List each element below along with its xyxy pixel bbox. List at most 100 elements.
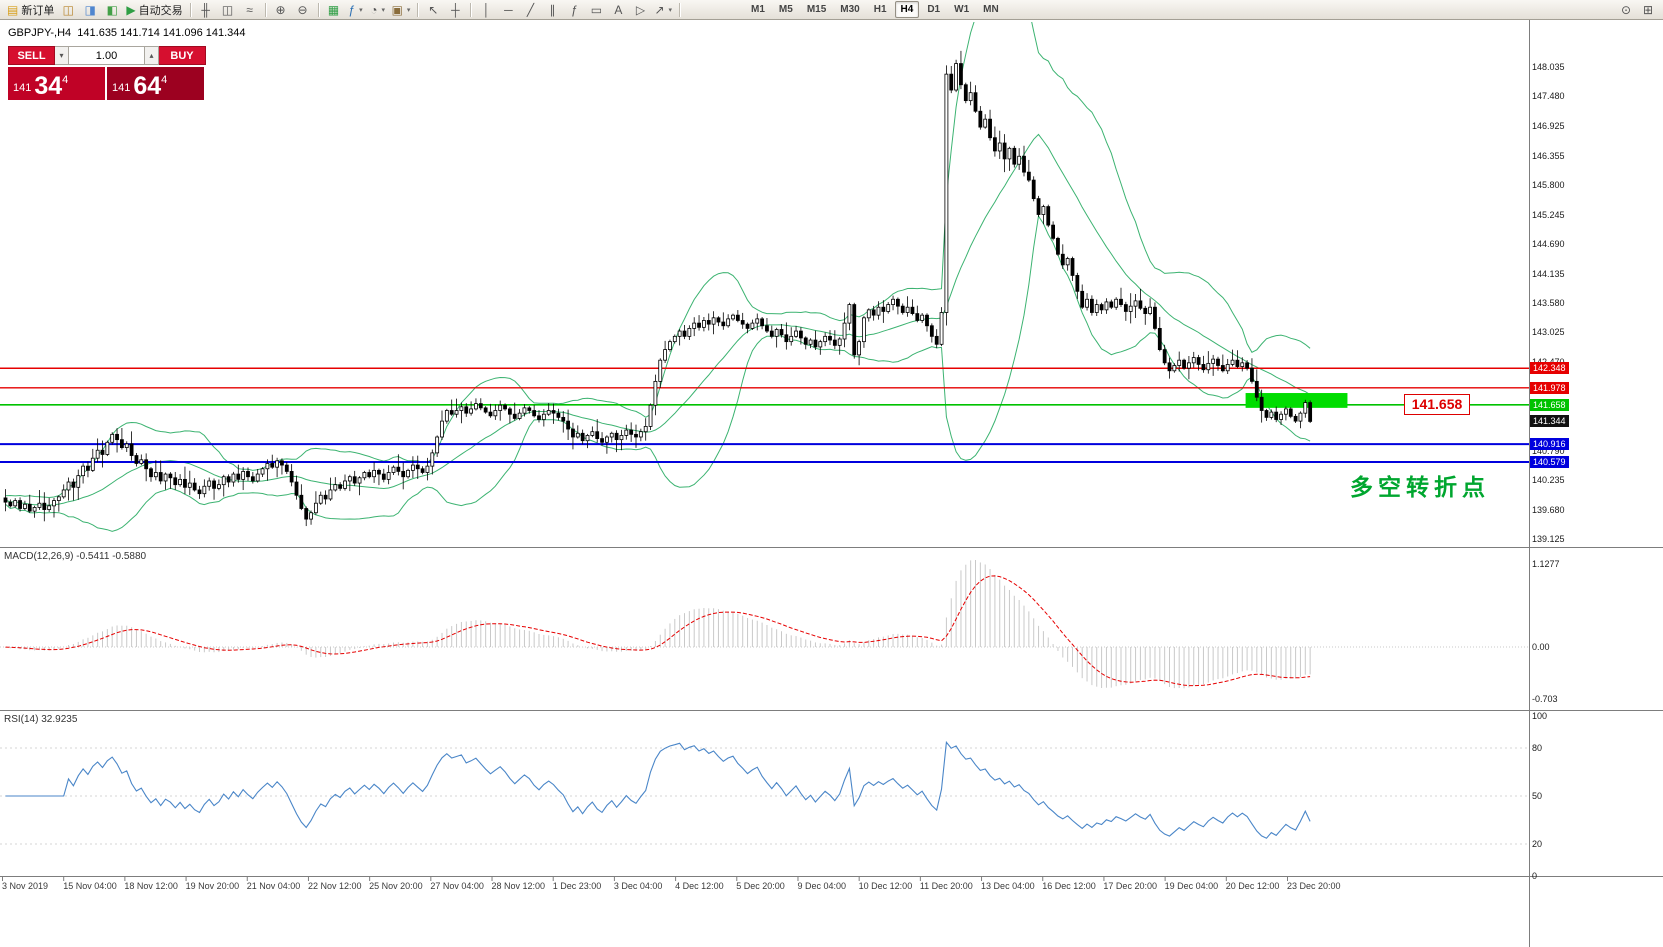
toolbar-main-group: ▤ 新订单 ◫ ◨ ◧ ▶ 自动交易 ╫ ◫ ≈ ⊕ ⊖ ▦ ƒ ▾ ◔ ▾ ▣ ▾ ↖ ┼ │ ─ ╱ ∥ ƒ ▭ A ▷ ↗ ▾ M1 M5… xyxy=(4,0,1006,19)
tf-m5-button[interactable]: M5 xyxy=(778,4,793,15)
price-level-tag[interactable]: 140.916 xyxy=(1530,438,1569,451)
toolbar-separator xyxy=(189,2,191,17)
price-scale-value: 147.480 xyxy=(1532,91,1565,102)
rsi-indicator-label: RSI(14) 32.9235 xyxy=(4,714,78,725)
horizontal-line-button[interactable]: ─ xyxy=(497,1,519,18)
line-chart-button[interactable]: ≈ xyxy=(239,1,261,18)
horizontal-line-icon: ─ xyxy=(504,2,513,17)
price-scale-value: 145.245 xyxy=(1532,209,1565,220)
cursor-button[interactable]: ↖ xyxy=(422,1,444,18)
bid-price-sup-digit: 4 xyxy=(62,74,69,86)
zoom-in-icon: ⊕ xyxy=(275,2,286,17)
vertical-line-button[interactable]: │ xyxy=(475,1,497,18)
sell-button[interactable]: SELL xyxy=(8,46,55,65)
time-axis-label: 17 Dec 20:00 xyxy=(1103,881,1157,891)
price-scale-value: 142.470 xyxy=(1532,357,1565,367)
tf-m1-button[interactable]: M1 xyxy=(751,4,765,15)
rsi-scale-value: 100 xyxy=(1532,711,1548,721)
price-scale-value: 144.690 xyxy=(1532,239,1565,250)
volume-down-button[interactable]: ▾ xyxy=(55,46,69,65)
equidistant-channel-button[interactable]: ∥ xyxy=(541,1,563,18)
buy-button[interactable]: BUY xyxy=(159,46,206,65)
toolbar-separator xyxy=(417,2,419,17)
price-level-tag[interactable]: 142.348 xyxy=(1530,362,1569,375)
time-axis-label: 21 Nov 04:00 xyxy=(246,881,301,891)
macd-signal-line xyxy=(5,575,1311,687)
time-axis-label: 1 Dec 23:00 xyxy=(552,881,602,891)
profiles-button[interactable]: ◨ xyxy=(79,1,101,18)
tile-windows-button[interactable]: ▦ xyxy=(323,1,345,18)
tf-w1-button[interactable]: W1 xyxy=(954,4,970,15)
bollinger-upper-band xyxy=(5,22,1311,499)
search-button[interactable]: ⊙ xyxy=(1615,1,1637,18)
fibonacci-button[interactable]: ƒ xyxy=(563,1,585,18)
volume-input[interactable] xyxy=(69,46,145,65)
turning-point-annotation[interactable]: 多空转折点 xyxy=(1350,474,1490,500)
tf-m15-button[interactable]: M15 xyxy=(806,4,827,15)
crosshair-button[interactable]: ┼ xyxy=(444,1,466,18)
price-scale-value: 143.580 xyxy=(1532,297,1565,308)
bid-price-prefix: 141 xyxy=(13,82,32,94)
candlestick-series xyxy=(3,50,1313,527)
bar-chart-button[interactable]: ╫ xyxy=(195,1,217,18)
price-level-tag[interactable]: 140.579 xyxy=(1530,455,1569,468)
dock-button[interactable]: ⊞ xyxy=(1637,1,1659,18)
text-button[interactable]: A xyxy=(607,1,629,18)
new-order-button[interactable]: ▤ 新订单 xyxy=(4,1,57,18)
price-scale-value: 146.355 xyxy=(1532,150,1565,161)
templates-button[interactable]: ▣ ▾ xyxy=(389,1,414,18)
zoom-out-button[interactable]: ⊖ xyxy=(292,1,314,18)
zoom-in-button[interactable]: ⊕ xyxy=(270,1,292,18)
rsi-scale-value: 80 xyxy=(1532,743,1543,753)
time-axis-label: 23 Dec 20:00 xyxy=(1287,881,1341,891)
price-level-tag[interactable]: 141.978 xyxy=(1530,381,1569,394)
tf-d1-button[interactable]: D1 xyxy=(927,4,941,15)
time-axis-label: 15 Nov 04:00 xyxy=(63,881,117,891)
price-scale-value: 139.680 xyxy=(1532,504,1565,515)
chart-window-button[interactable]: ◫ xyxy=(57,1,79,18)
periods-icon: ◔ xyxy=(370,2,378,17)
new-order-icon: ▤ xyxy=(7,2,19,17)
periods-button[interactable]: ◔ ▾ xyxy=(367,1,389,18)
sell-price-panel[interactable]: 141 34 4 xyxy=(8,67,105,100)
autotrading-button[interactable]: ▶ 自动交易 xyxy=(123,1,185,18)
price-level-tag[interactable]: 141.658 xyxy=(1530,398,1569,411)
profiles-icon: ◨ xyxy=(84,2,97,17)
rsi-scale-value: 0 xyxy=(1532,871,1538,881)
shapes-button[interactable]: ▭ xyxy=(585,1,607,18)
chart-canvas[interactable] xyxy=(0,20,1663,947)
arrow-label-button[interactable]: ▷ xyxy=(629,1,651,18)
indicators-icon: ƒ xyxy=(348,2,356,17)
toolbar-separator xyxy=(317,2,319,17)
price-scale-value: 146.925 xyxy=(1532,120,1565,131)
ask-price-prefix: 141 xyxy=(112,82,131,94)
trendline-button[interactable]: ╱ xyxy=(519,1,541,18)
toolbar-right-group: ⊙ ⊞ xyxy=(1615,1,1659,18)
price-scale-value: 143.025 xyxy=(1532,327,1565,338)
tf-mn-button[interactable]: MN xyxy=(983,4,999,15)
time-axis-label: 18 Nov 12:00 xyxy=(124,881,178,891)
data-window-icon: ◧ xyxy=(106,2,119,17)
toolbar-separator xyxy=(679,2,681,17)
time-axis-label: 13 Dec 04:00 xyxy=(981,881,1035,891)
price-level-callout[interactable]: 141.658 xyxy=(1404,394,1470,415)
trendline-icon: ╱ xyxy=(526,2,535,17)
rsi-scale-value: 50 xyxy=(1532,791,1543,801)
highlight-rectangle-object[interactable] xyxy=(1245,393,1348,408)
price-scale-value: 140.790 xyxy=(1532,445,1565,456)
volume-up-button[interactable]: ▴ xyxy=(145,46,159,65)
tf-m30-button[interactable]: M30 xyxy=(840,4,860,15)
tf-h1-button[interactable]: H1 xyxy=(873,4,887,15)
buy-price-panel[interactable]: 141 64 4 xyxy=(107,67,204,100)
data-window-button[interactable]: ◧ xyxy=(101,1,123,18)
price-scale-value: 140.235 xyxy=(1532,475,1565,486)
indicators-button[interactable]: ƒ ▾ xyxy=(345,1,367,18)
toolbar-separator xyxy=(470,2,472,17)
candlestick-chart-button[interactable]: ◫ xyxy=(217,1,239,18)
arrows-button[interactable]: ↗ ▾ xyxy=(651,1,675,18)
time-axis-label: 28 Nov 12:00 xyxy=(491,881,546,891)
fibonacci-icon: ƒ xyxy=(571,2,578,17)
tf-h4-button[interactable]: H4 xyxy=(894,1,920,18)
new-order-label: 新订单 xyxy=(21,4,55,17)
time-axis-label: 27 Nov 04:00 xyxy=(430,881,484,891)
